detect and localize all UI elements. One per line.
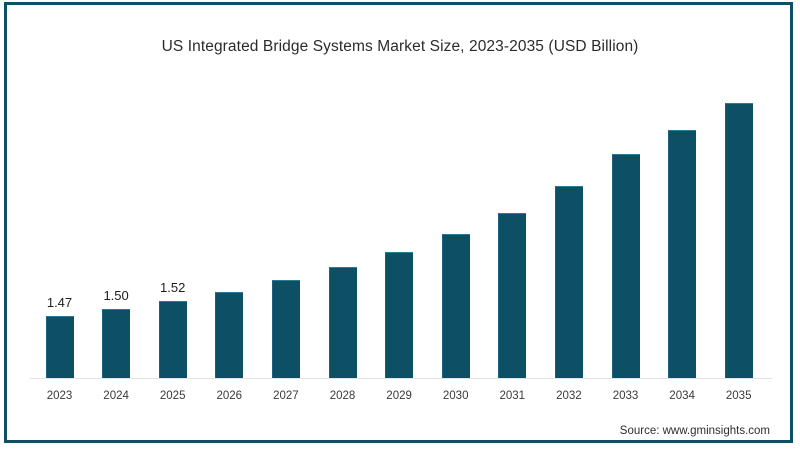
x-axis-label-2033: 2033 xyxy=(612,390,639,402)
bar-2026 xyxy=(215,292,244,378)
bar-value-label-2025: 1.52 xyxy=(160,280,186,295)
bar-2034 xyxy=(668,130,697,378)
x-axis-label-2034: 2034 xyxy=(669,390,695,402)
bar-2028 xyxy=(328,267,357,378)
x-axis-baseline xyxy=(30,378,772,379)
bar-2025 xyxy=(158,301,187,378)
chart-title: US Integrated Bridge Systems Market Size… xyxy=(161,38,639,55)
x-axis-label-2029: 2029 xyxy=(386,390,412,402)
x-axis-label-2035: 2035 xyxy=(725,390,752,402)
source-attribution: Source: www.gminsights.com xyxy=(619,425,770,437)
bar-2027 xyxy=(271,280,300,378)
bar-2032 xyxy=(554,186,583,378)
bar-2033 xyxy=(611,154,640,378)
x-axis-label-2031: 2031 xyxy=(499,390,526,402)
bar-2024 xyxy=(102,309,131,378)
x-axis-label-2030: 2030 xyxy=(442,390,469,402)
bar-2029 xyxy=(385,252,414,378)
x-axis-label-2024: 2024 xyxy=(103,390,129,402)
bar-2031 xyxy=(498,213,527,378)
x-axis-label-2032: 2032 xyxy=(556,390,582,402)
bar-2023 xyxy=(45,316,74,378)
x-axis-label-2026: 2026 xyxy=(216,390,243,402)
x-axis-label-2027: 2027 xyxy=(273,390,299,402)
bar-value-label-2023: 1.47 xyxy=(46,295,73,310)
bar-2030 xyxy=(441,234,470,378)
x-axis-label-2023: 2023 xyxy=(46,390,73,402)
x-axis-label-2025: 2025 xyxy=(159,390,186,402)
bar-2035 xyxy=(724,103,753,378)
x-axis-label-2028: 2028 xyxy=(329,390,356,402)
bar-value-label-2024: 1.50 xyxy=(103,288,129,303)
